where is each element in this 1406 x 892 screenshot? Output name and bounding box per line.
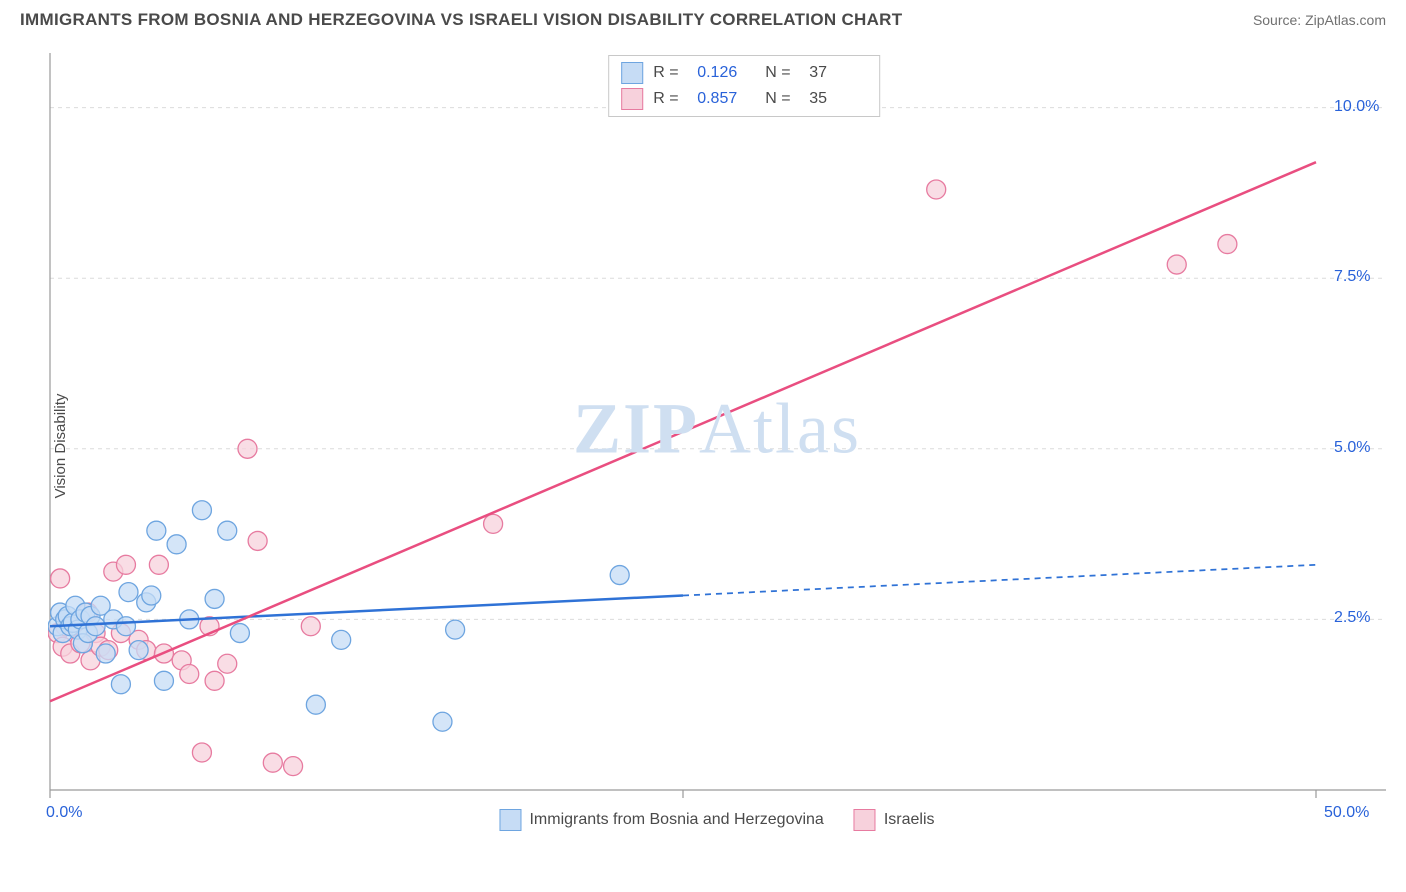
n-value-0: 37 bbox=[809, 64, 867, 82]
n-label: N = bbox=[765, 64, 799, 82]
r-value-1: 0.857 bbox=[697, 90, 755, 108]
stats-legend: R = 0.126 N = 37 R = 0.857 N = 35 bbox=[608, 55, 880, 117]
stats-row-series-1: R = 0.857 N = 35 bbox=[609, 86, 879, 112]
legend-item-0: Immigrants from Bosnia and Herzegovina bbox=[499, 809, 823, 831]
legend-label-0: Immigrants from Bosnia and Herzegovina bbox=[529, 811, 823, 829]
chart-container: ZIPAtlas R = 0.126 N = 37 R = 0.857 N = … bbox=[48, 45, 1386, 845]
swatch-series-0 bbox=[621, 62, 643, 84]
y-tick-0: 2.5% bbox=[1334, 609, 1370, 627]
source-label: Source: ZipAtlas.com bbox=[1253, 12, 1386, 28]
y-tick-2: 7.5% bbox=[1334, 268, 1370, 286]
r-value-0: 0.126 bbox=[697, 64, 755, 82]
chart-title: IMMIGRANTS FROM BOSNIA AND HERZEGOVINA V… bbox=[20, 10, 902, 30]
y-tick-1: 5.0% bbox=[1334, 439, 1370, 457]
chart-svg bbox=[48, 45, 1386, 845]
stats-row-series-0: R = 0.126 N = 37 bbox=[609, 60, 879, 86]
legend-item-1: Israelis bbox=[854, 809, 935, 831]
y-tick-3: 10.0% bbox=[1334, 98, 1379, 116]
n-value-1: 35 bbox=[809, 90, 867, 108]
x-tick-2: 50.0% bbox=[1324, 804, 1369, 822]
r-label: R = bbox=[653, 90, 687, 108]
legend-swatch-0 bbox=[499, 809, 521, 831]
r-label: R = bbox=[653, 64, 687, 82]
swatch-series-1 bbox=[621, 88, 643, 110]
legend-swatch-1 bbox=[854, 809, 876, 831]
legend-label-1: Israelis bbox=[884, 811, 935, 829]
x-tick-0: 0.0% bbox=[46, 804, 82, 822]
bottom-legend: Immigrants from Bosnia and Herzegovina I… bbox=[499, 809, 934, 831]
n-label: N = bbox=[765, 90, 799, 108]
